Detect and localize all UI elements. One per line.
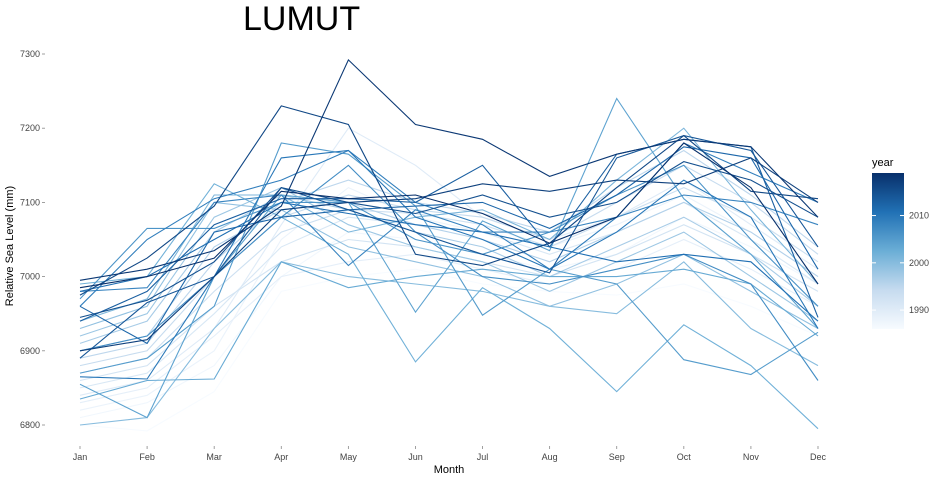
series-line-2000	[79, 261, 819, 426]
legend-tick-label: 2000	[909, 258, 929, 268]
series-line-2009	[79, 142, 819, 307]
x-tick-label: Mar	[206, 452, 222, 462]
x-tick-label: Jul	[477, 452, 489, 462]
series-lines	[79, 58, 819, 432]
series-line-1993	[79, 186, 819, 374]
legend-tick-label: 1990	[909, 305, 929, 315]
y-tick-label: 6800	[20, 420, 40, 430]
series-line-2006	[79, 164, 819, 307]
legend-ticks: 1990 2000 2010	[872, 211, 929, 315]
series-line-2012	[79, 146, 819, 345]
x-tick-label: Dec	[810, 452, 827, 462]
series-line-1988	[79, 186, 819, 411]
legend-colorbar	[872, 173, 904, 329]
x-tick-label: Nov	[743, 452, 760, 462]
series-line-2008	[79, 194, 819, 292]
series-line-2003	[79, 261, 819, 400]
y-tick-label: 6900	[20, 346, 40, 356]
x-tick-label: Oct	[677, 452, 692, 462]
legend-tick-label: 2010	[909, 211, 929, 221]
series-line-2018	[79, 58, 819, 281]
series-line-2014	[79, 135, 819, 359]
x-tick-label: Apr	[274, 452, 288, 462]
series-line-2004	[79, 97, 819, 419]
series-line-2017	[79, 157, 819, 352]
series-line-2019	[79, 142, 819, 289]
x-axis: Jan Feb Mar Apr May Jun Jul Aug Sep Oct Nov Dec	[73, 446, 827, 462]
x-tick-label: Feb	[139, 452, 155, 462]
series-line-2016	[79, 105, 819, 296]
y-tick-label: 7100	[20, 197, 40, 207]
legend: year 1990 2000 2010	[872, 157, 929, 329]
y-tick-label: 7200	[20, 123, 40, 133]
y-tick-label: 7300	[20, 49, 40, 59]
x-tick-label: Jun	[408, 452, 423, 462]
series-line-1986	[79, 268, 819, 432]
x-tick-label: May	[340, 452, 358, 462]
series-line-2011	[79, 201, 819, 322]
series-line-1995	[79, 149, 819, 359]
series-line-2005	[79, 142, 819, 376]
x-tick-label: Sep	[609, 452, 625, 462]
x-tick-label: Aug	[542, 452, 558, 462]
x-axis-label: Month	[434, 464, 465, 476]
x-tick-label: Jan	[73, 452, 88, 462]
y-tick-label: 7000	[20, 272, 40, 282]
chart-title: LUMUT	[243, 0, 360, 38]
y-axis-label: Relative Sea Level (mm)	[4, 186, 16, 306]
series-line-2002	[79, 183, 819, 430]
y-axis: 6800 6900 7000 7100 7200 7300	[20, 49, 45, 430]
series-line-1999	[79, 201, 819, 330]
legend-title: year	[872, 157, 894, 169]
series-line-1989	[79, 238, 819, 404]
series-line-1997	[79, 194, 819, 344]
